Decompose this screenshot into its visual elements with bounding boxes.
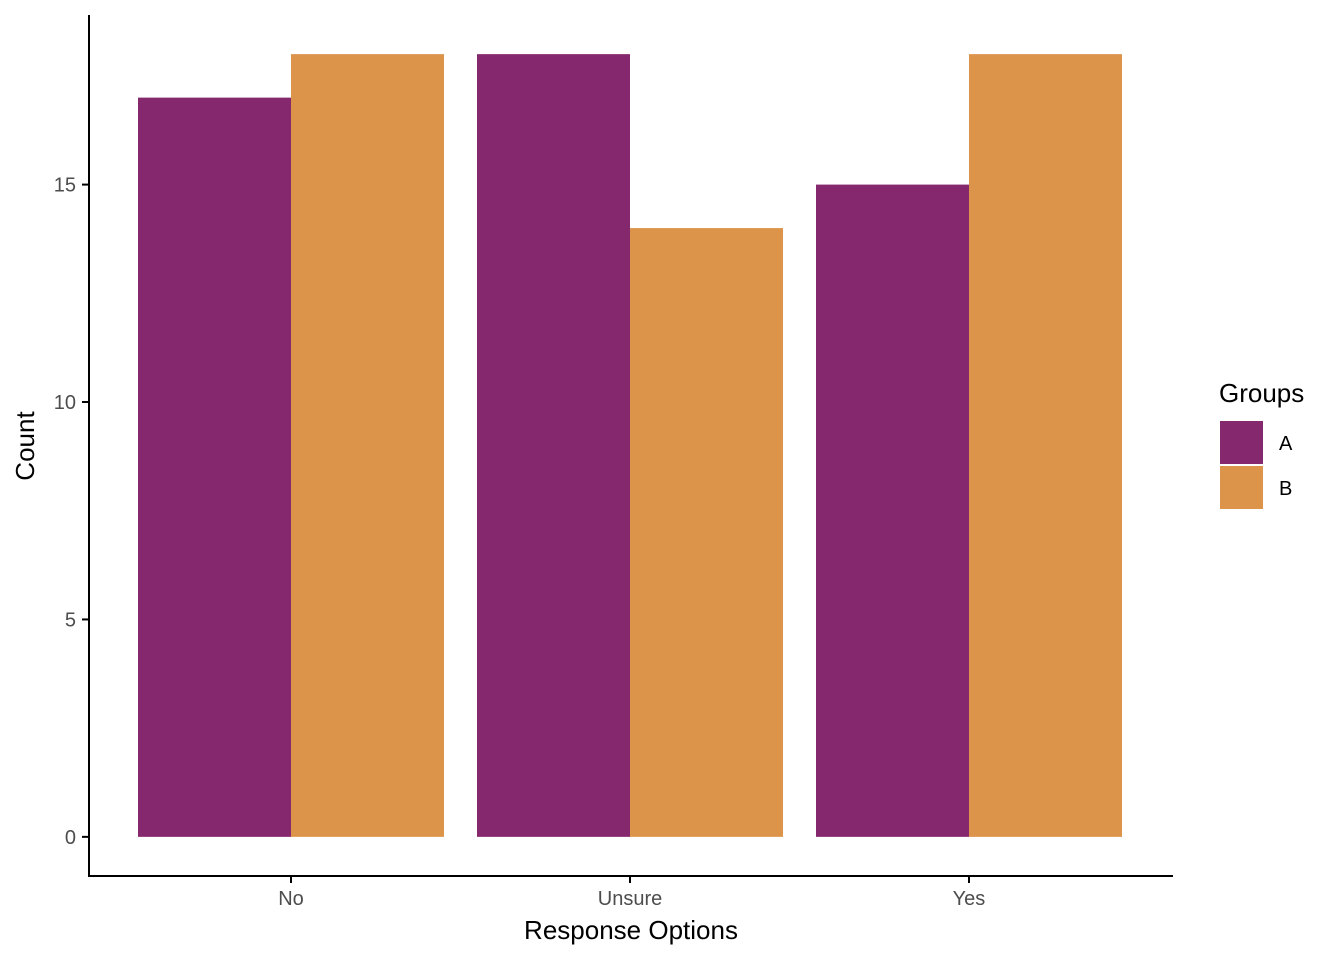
y-tick-label: 5 bbox=[65, 609, 76, 631]
y-axis-title: Count bbox=[10, 411, 40, 481]
legend-label-b: B bbox=[1279, 478, 1292, 500]
ticks: 0 5 10 15 No Unsure Yes bbox=[54, 175, 986, 910]
bar-no-b bbox=[291, 54, 444, 837]
bars bbox=[138, 54, 1122, 837]
bar-unsure-a bbox=[477, 54, 630, 837]
x-tick-label: No bbox=[278, 888, 304, 910]
bar-unsure-b bbox=[630, 228, 783, 837]
y-tick-label: 0 bbox=[65, 827, 76, 849]
bar-yes-a bbox=[816, 184, 969, 837]
bar-no-a bbox=[138, 97, 291, 837]
legend-key-a bbox=[1220, 421, 1263, 464]
legend-key-b bbox=[1220, 466, 1263, 509]
legend: Groups AB bbox=[1219, 378, 1304, 509]
x-axis-title: Response Options bbox=[524, 915, 738, 945]
bar-yes-b bbox=[969, 54, 1122, 837]
y-tick-label: 15 bbox=[54, 175, 76, 197]
y-tick-label: 10 bbox=[54, 392, 76, 414]
legend-title: Groups bbox=[1219, 378, 1304, 408]
legend-items: AB bbox=[1220, 421, 1293, 509]
legend-label-a: A bbox=[1279, 433, 1293, 455]
x-tick-label: Yes bbox=[953, 888, 986, 910]
x-tick-label: Unsure bbox=[598, 888, 662, 910]
